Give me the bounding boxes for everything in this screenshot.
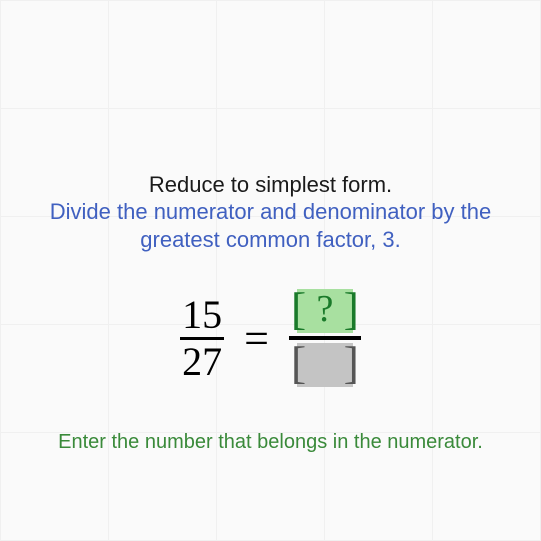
problem-hint: Divide the numerator and denominator by … xyxy=(0,198,541,253)
bracket-left-icon: [ xyxy=(291,286,306,332)
answer-denominator-input[interactable]: [ ] xyxy=(297,343,353,387)
equals-sign: = xyxy=(244,313,269,364)
hint-line-1: Divide the numerator and denominator by … xyxy=(50,199,491,224)
answer-numerator-input[interactable]: [ ? ] xyxy=(297,289,353,333)
numerator-placeholder: ? xyxy=(316,290,333,328)
given-denominator: 27 xyxy=(180,340,224,382)
given-fraction: 15 27 xyxy=(180,295,224,382)
answer-fraction: [ ? ] [ ] xyxy=(289,289,361,387)
problem-container: Reduce to simplest form. Divide the nume… xyxy=(0,172,541,454)
equation-row: 15 27 = [ ? ] [ ] xyxy=(0,289,541,387)
given-numerator: 15 xyxy=(180,295,224,337)
hint-line-2: greatest common factor, 3. xyxy=(140,227,400,252)
bracket-left-icon: [ xyxy=(291,340,306,386)
input-prompt: Enter the number that belongs in the num… xyxy=(0,431,541,454)
problem-title: Reduce to simplest form. xyxy=(0,172,541,198)
bracket-right-icon: ] xyxy=(344,286,359,332)
bracket-right-icon: ] xyxy=(344,340,359,386)
